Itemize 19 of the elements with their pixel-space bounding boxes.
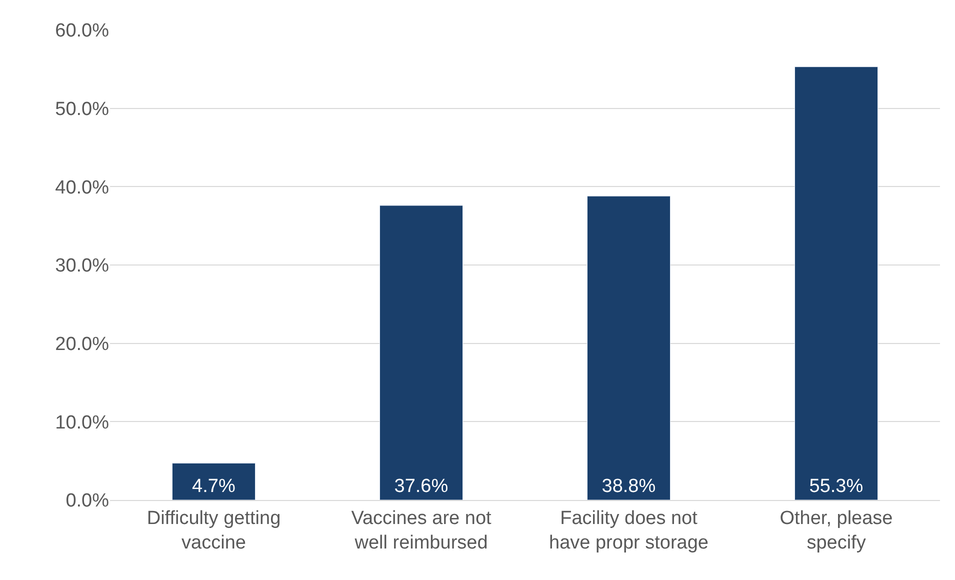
y-tick-label: 10.0% <box>55 412 110 434</box>
y-tick-label: 0.0% <box>66 490 110 512</box>
bar <box>587 196 670 500</box>
bar <box>794 66 878 500</box>
x-tick-label: Facility does not have propr storage <box>549 508 708 554</box>
y-tick-label: 20.0% <box>55 334 110 355</box>
data-label: 55.3% <box>809 476 864 497</box>
y-tick-label: 30.0% <box>55 256 110 277</box>
y-tick-label: 40.0% <box>55 177 110 198</box>
data-label: 38.8% <box>602 476 656 497</box>
x-tick-label: Other, please specify <box>780 508 893 554</box>
bar <box>172 462 256 500</box>
x-tick-label: Vaccines are not well reimbursed <box>351 508 492 554</box>
data-label: 37.6% <box>394 476 448 497</box>
bar <box>380 205 463 500</box>
y-tick-label: 60.0% <box>55 20 110 42</box>
x-tick-label: Difficulty getting vaccine <box>146 508 281 554</box>
data-label: 4.7% <box>192 476 236 497</box>
y-tick-label: 50.0% <box>55 98 110 120</box>
